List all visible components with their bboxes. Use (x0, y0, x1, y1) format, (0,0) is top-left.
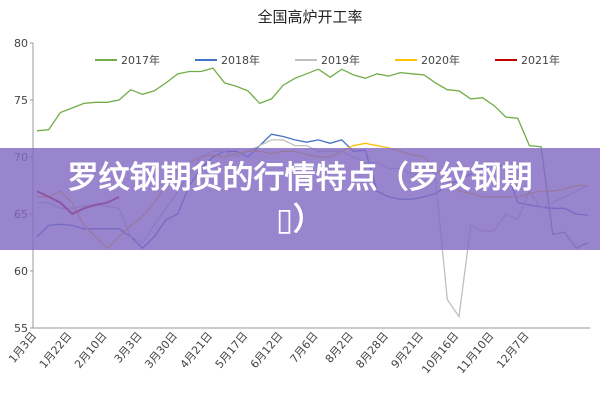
x-tick-label: 2月10日 (72, 330, 110, 371)
x-tick-label: 6月12日 (248, 330, 286, 371)
x-tick-label: 11月10日 (454, 330, 496, 377)
legend-label: 2018年 (221, 53, 260, 67)
y-tick-label: 75 (14, 94, 28, 107)
x-tick-label: 4月21日 (178, 330, 216, 371)
x-tick-label: 3月3日 (112, 330, 145, 366)
series-line (36, 67, 589, 250)
overlay-text: 罗纹钢期货的行情特点（罗纹钢期▯） (67, 160, 533, 238)
x-tick-label: 8月2日 (323, 330, 356, 366)
x-tick-label: 12月7日 (494, 330, 532, 371)
x-tick-label: 7月6日 (288, 330, 321, 366)
x-tick-label: 5月17日 (213, 330, 251, 371)
x-tick-label: 8月28日 (353, 330, 391, 371)
chart-title: 全国高炉开工率 (257, 8, 362, 26)
overlay-banner: 罗纹钢期货的行情特点（罗纹钢期▯） (0, 148, 600, 250)
y-tick-label: 80 (14, 37, 28, 50)
y-tick-label: 60 (14, 265, 28, 278)
legend-label: 2020年 (421, 53, 460, 67)
legend-label: 2019年 (321, 53, 360, 67)
x-tick-label: 1月22日 (37, 330, 75, 371)
x-tick-label: 9月21日 (389, 330, 427, 371)
legend-label: 2021年 (521, 53, 560, 67)
y-tick-label: 55 (14, 322, 28, 335)
legend-label: 2017年 (121, 53, 160, 67)
x-tick-label: 3月30日 (142, 330, 180, 371)
